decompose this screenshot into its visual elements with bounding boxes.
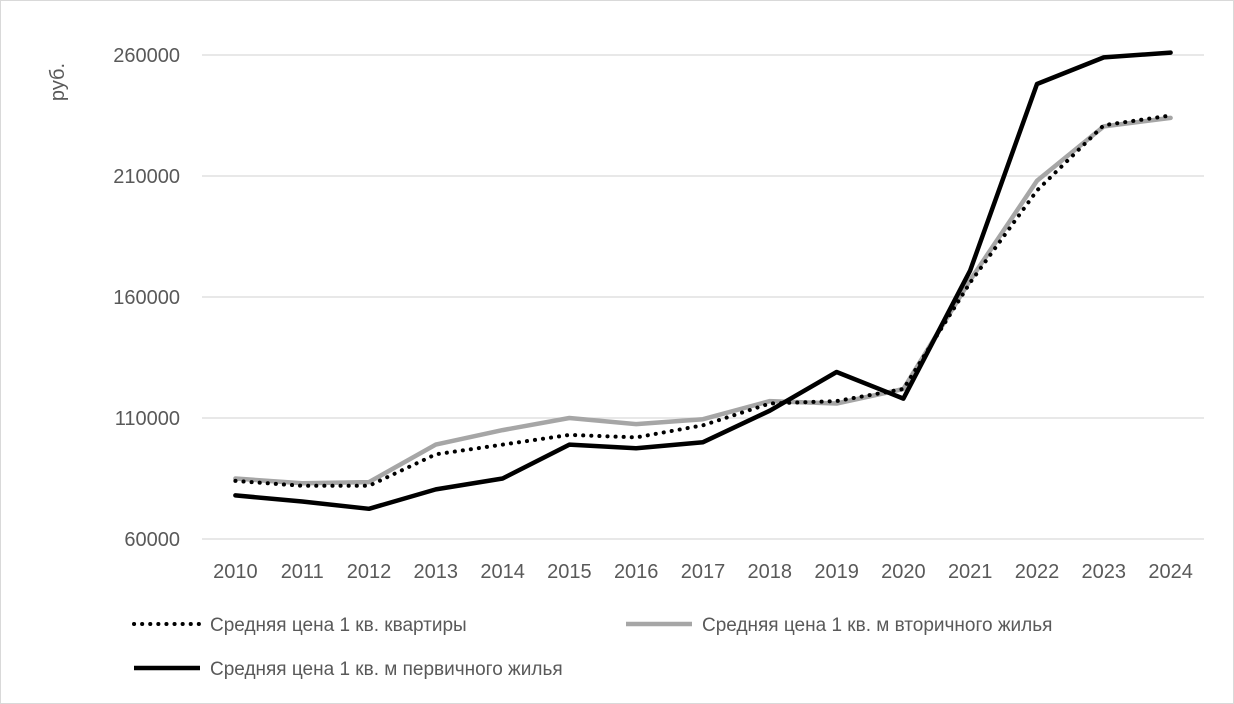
x-tick-label: 2023 [1082, 561, 1127, 583]
x-tick-label: 2021 [948, 561, 993, 583]
x-tick-label: 2022 [1015, 561, 1060, 583]
x-tick-label: 2012 [347, 561, 392, 583]
y-axis-tick-labels: 60000 110000 160000 210000 260000 [113, 45, 180, 551]
y-tick-label: 210000 [113, 166, 180, 188]
x-tick-label: 2017 [681, 561, 726, 583]
legend-label-1: Средняя цена 1 кв. квартиры [210, 615, 467, 636]
x-axis-tick-labels: 2010 2011 2012 2013 2014 2015 2016 2017 2018 2019… [213, 561, 1193, 583]
x-tick-label: 2016 [614, 561, 659, 583]
y-axis-label: руб. [47, 63, 69, 101]
series-lines [233, 50, 1173, 512]
x-tick-label: 2020 [881, 561, 926, 583]
x-tick-label: 2015 [547, 561, 592, 583]
series-line-2 [233, 115, 1173, 486]
legend-label-3: Средняя цена 1 кв. м первичного жилья [210, 659, 563, 680]
x-tick-label: 2018 [748, 561, 793, 583]
x-tick-label: 2024 [1148, 561, 1193, 583]
x-tick-label: 2019 [814, 561, 859, 583]
y-tick-label: 160000 [113, 287, 180, 309]
x-tick-label: 2013 [414, 561, 459, 583]
legend-label-2: Средняя цена 1 кв. м вторичного жилья [702, 615, 1052, 636]
series-line-3 [233, 50, 1173, 512]
y-tick-label: 110000 [115, 408, 180, 430]
x-tick-label: 2011 [281, 561, 324, 583]
x-tick-label: 2014 [480, 561, 525, 583]
legend: Средняя цена 1 кв. квартиры Средняя цена … [132, 615, 1052, 680]
gridlines [202, 54, 1204, 540]
y-tick-label: 260000 [113, 45, 180, 67]
y-tick-label: 60000 [124, 529, 180, 551]
series-line-1 [233, 113, 1173, 488]
x-tick-label: 2010 [213, 561, 258, 583]
